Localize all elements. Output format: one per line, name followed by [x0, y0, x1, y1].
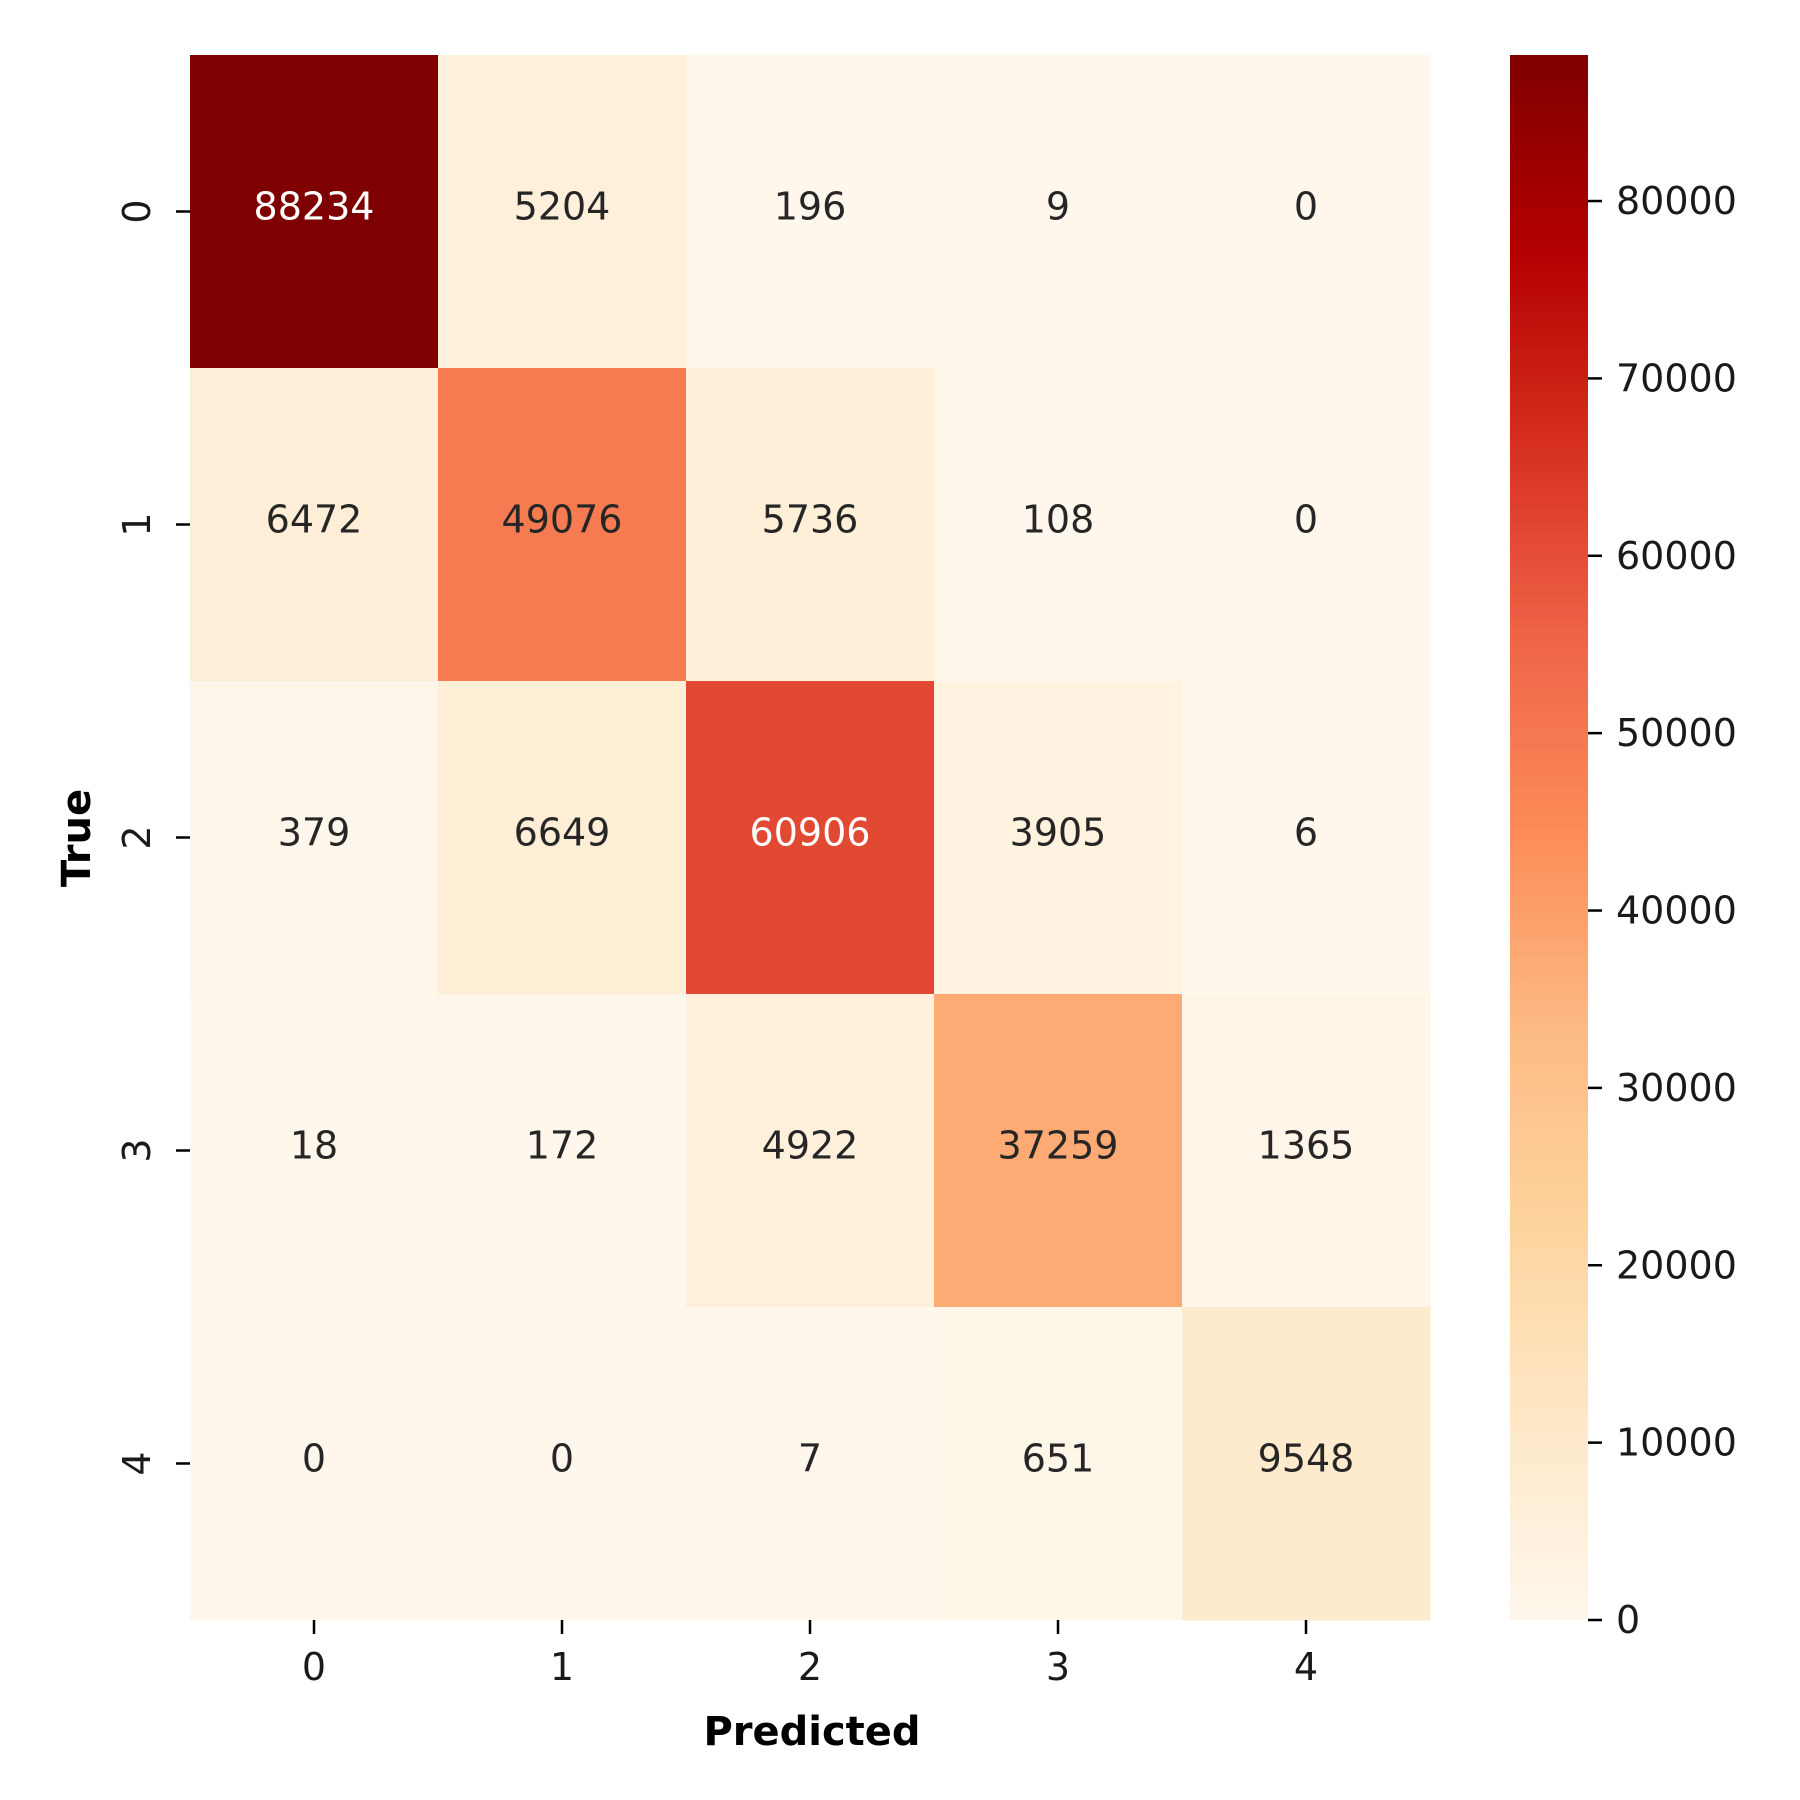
- heatmap-cell-r2-c2: [686, 681, 935, 995]
- x-tick-label-3: 3: [1046, 1645, 1070, 1689]
- heatmap-cell-r2-c1: [438, 681, 687, 995]
- colorbar-tick-label-0: 0: [1616, 1598, 1640, 1642]
- heatmap-cell-r2-c3: [934, 681, 1183, 995]
- y-tick-label-2: 2: [115, 825, 159, 849]
- colorbar-tick-label-30000: 30000: [1616, 1066, 1737, 1110]
- y-tick-label-4: 4: [115, 1451, 159, 1475]
- x-axis-title: Predicted: [703, 1709, 920, 1755]
- x-tick-label-1: 1: [550, 1645, 574, 1689]
- x-axis: 0 1 2 3 4: [302, 1620, 1318, 1689]
- heatmap-cells: [190, 55, 1431, 1621]
- heatmap-cell-r4-c0: [190, 1307, 439, 1621]
- colorbar-tick-label-80000: 80000: [1616, 179, 1737, 223]
- heatmap-cell-r4-c3: [934, 1307, 1183, 1621]
- x-tick-label-0: 0: [302, 1645, 326, 1689]
- colorbar-tick-label-70000: 70000: [1616, 356, 1737, 400]
- cell-value-r0-c1: 5204: [514, 185, 611, 229]
- heatmap-cell-r4-c1: [438, 1307, 687, 1621]
- heatmap-cell-r0-c2: [686, 55, 935, 369]
- cell-value-r2-c4: 6: [1294, 811, 1318, 855]
- y-tick-label-3: 3: [115, 1138, 159, 1162]
- colorbar-tick-label-50000: 50000: [1616, 711, 1737, 755]
- colorbar: [1510, 55, 1588, 1620]
- colorbar-tick-label-40000: 40000: [1616, 889, 1737, 933]
- colorbar-tick-label-20000: 20000: [1616, 1243, 1737, 1287]
- cell-value-r3-c4: 1365: [1258, 1124, 1355, 1168]
- cell-value-r4-c2: 7: [798, 1437, 822, 1481]
- heatmap-cell-r3-c1: [438, 994, 687, 1308]
- heatmap-cell-r0-c4: [1182, 55, 1431, 369]
- cell-value-r1-c4: 0: [1294, 498, 1318, 542]
- cell-value-r3-c1: 172: [526, 1124, 599, 1168]
- heatmap-cell-r4-c2: [686, 1307, 935, 1621]
- heatmap-cell-r1-c1: [438, 368, 687, 682]
- cell-value-r2-c3: 3905: [1010, 811, 1107, 855]
- cell-value-r0-c3: 9: [1046, 185, 1070, 229]
- y-tick-label-0: 0: [115, 199, 159, 223]
- cell-value-r0-c0: 88234: [254, 185, 375, 229]
- heatmap-cell-r1-c4: [1182, 368, 1431, 682]
- heatmap-cell-r0-c3: [934, 55, 1183, 369]
- cell-value-r4-c4: 9548: [1258, 1437, 1355, 1481]
- heatmap-cell-r0-c1: [438, 55, 687, 369]
- cell-value-r2-c0: 379: [278, 811, 351, 855]
- heatmap-cell-r2-c4: [1182, 681, 1431, 995]
- cell-value-r4-c0: 0: [302, 1437, 326, 1481]
- cell-value-r1-c3: 108: [1022, 498, 1095, 542]
- cell-value-r4-c3: 651: [1022, 1437, 1095, 1481]
- cell-value-r3-c2: 4922: [762, 1124, 859, 1168]
- y-axis: 0 1 2 3 4: [115, 199, 190, 1476]
- heatmap-cell-r4-c4: [1182, 1307, 1431, 1621]
- heatmap-cell-r3-c3: [934, 994, 1183, 1308]
- heatmap-cell-r1-c2: [686, 368, 935, 682]
- y-tick-label-1: 1: [115, 512, 159, 536]
- colorbar-tick-label-60000: 60000: [1616, 534, 1737, 578]
- cell-value-r3-c0: 18: [290, 1124, 338, 1168]
- heatmap-cell-r1-c0: [190, 368, 439, 682]
- cell-value-r1-c1: 49076: [502, 498, 623, 542]
- heatmap-cell-r1-c3: [934, 368, 1183, 682]
- cell-value-r1-c0: 6472: [266, 498, 363, 542]
- cell-value-r3-c3: 37259: [998, 1124, 1119, 1168]
- cell-value-r0-c4: 0: [1294, 185, 1318, 229]
- cell-value-r2-c2: 60906: [750, 811, 871, 855]
- heatmap-cell-r2-c0: [190, 681, 439, 995]
- heatmap-cell-r3-c0: [190, 994, 439, 1308]
- y-axis-title: True: [54, 789, 100, 887]
- heatmap-cell-r3-c4: [1182, 994, 1431, 1308]
- cell-value-r2-c1: 6649: [514, 811, 611, 855]
- heatmap-cell-r3-c2: [686, 994, 935, 1308]
- cell-value-r0-c2: 196: [774, 185, 847, 229]
- cell-value-r4-c1: 0: [550, 1437, 574, 1481]
- colorbar-axis: 0 10000 20000 30000 40000 50000 60000 70000 8000…: [1588, 179, 1737, 1642]
- x-tick-label-2: 2: [798, 1645, 822, 1689]
- heatmap-cell-r0-c0: [190, 55, 439, 369]
- colorbar-tick-label-10000: 10000: [1616, 1421, 1737, 1465]
- x-tick-label-4: 4: [1294, 1645, 1318, 1689]
- cell-value-r1-c2: 5736: [762, 498, 859, 542]
